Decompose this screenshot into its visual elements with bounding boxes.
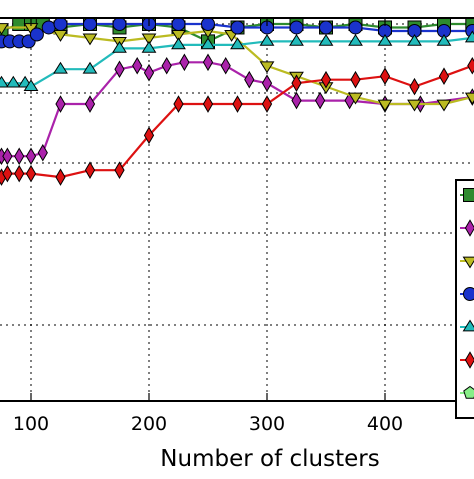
series-4-point-6 bbox=[113, 42, 126, 52]
series-3-point-11 bbox=[202, 18, 215, 31]
series-1-point-11 bbox=[180, 54, 189, 70]
series-3-point-14 bbox=[290, 21, 303, 34]
series-5-point-15 bbox=[380, 68, 389, 84]
series-1-point-17 bbox=[316, 93, 325, 109]
series-4-point-16 bbox=[408, 35, 421, 45]
series-5-point-16 bbox=[410, 79, 419, 95]
series-4-point-8 bbox=[172, 38, 185, 48]
series-4-point-14 bbox=[349, 35, 362, 45]
series-4-point-4 bbox=[54, 63, 67, 73]
series-4-point-15 bbox=[379, 35, 392, 45]
series-4-point-0 bbox=[0, 77, 8, 87]
x-tick-label-2: 300 bbox=[249, 413, 285, 435]
series-5-point-11 bbox=[262, 96, 271, 112]
series-1-point-5 bbox=[56, 96, 65, 112]
series-5-point-10 bbox=[233, 96, 242, 112]
series-5-point-5 bbox=[85, 162, 94, 178]
series-3-point-10 bbox=[172, 18, 185, 31]
series-3-point-12 bbox=[231, 21, 244, 34]
series-2-point-13 bbox=[379, 100, 392, 110]
series-1-point-12 bbox=[203, 54, 212, 70]
x-tick-label-0: 100 bbox=[13, 413, 49, 435]
series-1-point-4 bbox=[38, 145, 47, 161]
legend-marker-3 bbox=[464, 288, 474, 301]
series-3-point-6 bbox=[54, 18, 67, 31]
series-1-point-16 bbox=[292, 93, 301, 109]
series-5-point-4 bbox=[56, 169, 65, 185]
x-tick-label-3: 400 bbox=[367, 413, 403, 435]
series-3-point-15 bbox=[320, 21, 333, 34]
legend bbox=[456, 180, 474, 418]
series-3-point-16 bbox=[349, 21, 362, 34]
x-axis-title: Number of clusters bbox=[160, 446, 379, 472]
series-1-point-2 bbox=[15, 148, 24, 164]
series-5-point-14 bbox=[351, 72, 360, 88]
series-5-point-9 bbox=[203, 96, 212, 112]
series-3-point-4 bbox=[30, 28, 43, 41]
series-5-point-8 bbox=[174, 96, 183, 112]
series-4-point-12 bbox=[290, 35, 303, 45]
series-4-point-1 bbox=[7, 77, 20, 87]
series-1-point-9 bbox=[144, 65, 153, 81]
series-5-point-2 bbox=[15, 166, 24, 182]
series-5-line bbox=[2, 66, 473, 177]
series-1-point-13 bbox=[221, 58, 230, 74]
series-2-point-15 bbox=[438, 100, 451, 110]
series-5-point-6 bbox=[115, 162, 124, 178]
series-1-point-7 bbox=[115, 61, 124, 77]
grid-layer bbox=[0, 18, 474, 401]
series-layer bbox=[0, 18, 474, 185]
series-4-point-13 bbox=[320, 35, 333, 45]
series-1-point-3 bbox=[26, 148, 35, 164]
series-1-point-14 bbox=[245, 72, 254, 88]
legend-marker-0 bbox=[464, 189, 474, 202]
series-4-point-5 bbox=[84, 63, 97, 73]
series-5 bbox=[0, 58, 474, 185]
series-5-point-3 bbox=[26, 166, 35, 182]
series-5-point-18 bbox=[468, 58, 474, 74]
series-1-point-10 bbox=[162, 58, 171, 74]
series-1-point-15 bbox=[262, 75, 271, 91]
plot-frame bbox=[0, 18, 474, 401]
series-3-point-8 bbox=[113, 18, 126, 31]
series-1-point-1 bbox=[3, 148, 12, 164]
series-3-point-7 bbox=[84, 18, 97, 31]
x-tick-label-1: 200 bbox=[131, 413, 167, 435]
series-1-point-8 bbox=[133, 58, 142, 74]
series-3-point-5 bbox=[42, 21, 55, 34]
series-5-point-17 bbox=[439, 68, 448, 84]
series-4-point-11 bbox=[261, 35, 274, 45]
